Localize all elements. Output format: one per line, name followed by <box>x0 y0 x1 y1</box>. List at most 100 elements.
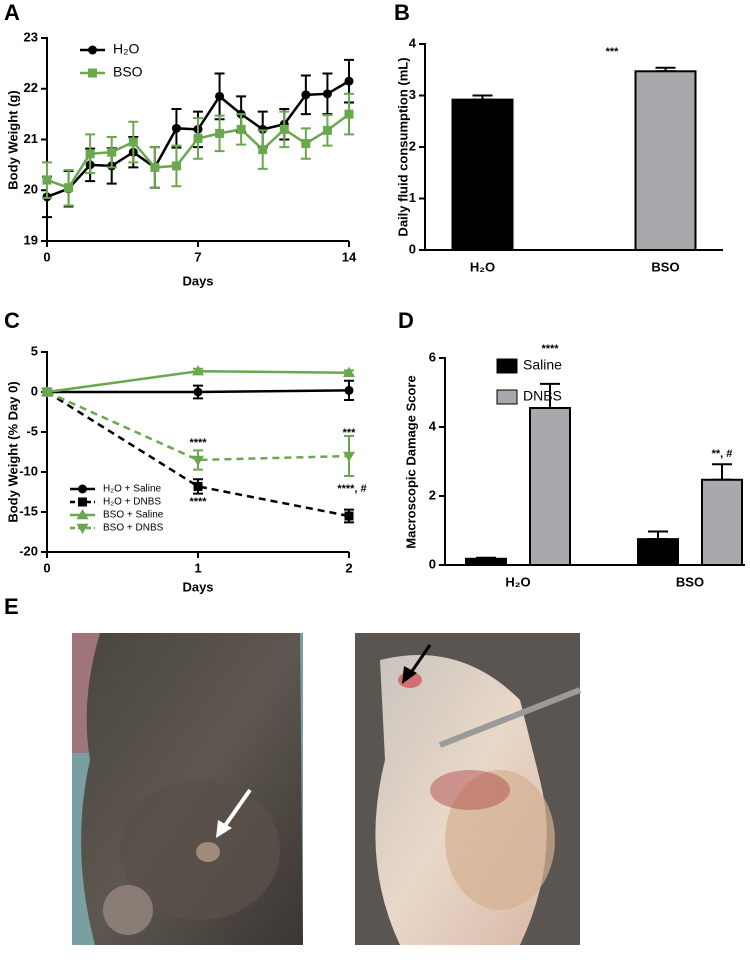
panel-letter: C <box>4 308 20 333</box>
panel-letter: D <box>398 308 414 333</box>
marker <box>215 91 225 101</box>
marker <box>258 124 268 134</box>
marker <box>343 366 355 377</box>
panel-letter: A <box>4 0 20 25</box>
marker <box>107 147 117 157</box>
legend-label: DNBS <box>523 388 562 404</box>
photo-left <box>72 633 303 945</box>
marker <box>41 387 53 398</box>
legend-label: H₂O + DNBS <box>103 497 161 508</box>
marker <box>322 89 332 99</box>
y-tick-label: 0 <box>429 556 436 571</box>
x-axis-label: Days <box>182 579 213 594</box>
x-tick-label: BSO <box>651 259 679 274</box>
y-tick-label: 22 <box>24 80 38 95</box>
marker <box>344 109 354 119</box>
marker <box>64 183 74 193</box>
legend-label: H₂O <box>113 41 140 57</box>
legend-swatch <box>496 389 518 405</box>
y-tick-label: -20 <box>19 543 38 558</box>
y-tick-label: 1 <box>409 190 416 205</box>
y-tick-label: 21 <box>24 131 38 146</box>
y-tick-label: -15 <box>19 503 38 518</box>
legend-label: Saline <box>523 357 562 373</box>
y-axis-label: Daily fluid consumption (mL) <box>395 57 410 236</box>
y-axis-label: Body Weight (% Day 0) <box>5 381 20 522</box>
x-tick-label: H₂O <box>470 259 495 274</box>
marker <box>128 137 138 147</box>
marker <box>344 76 354 86</box>
y-axis-label: Macroscopic Damage Score <box>403 375 418 548</box>
y-tick-label: 4 <box>409 35 417 50</box>
series-line <box>46 390 350 518</box>
error-bar <box>648 530 668 541</box>
y-tick-label: 20 <box>24 182 38 197</box>
x-tick-label: 0 <box>43 560 50 575</box>
bar <box>637 538 679 566</box>
marker <box>344 385 354 395</box>
annotation: *** <box>606 46 620 58</box>
legend-marker <box>88 45 97 55</box>
bar <box>529 407 571 566</box>
legend-label: BSO + Saline <box>103 510 164 521</box>
annotation: **, # <box>712 448 733 460</box>
annotation: **** <box>541 343 559 355</box>
legend-marker <box>76 523 89 534</box>
y-tick-label: -5 <box>26 423 38 438</box>
bar <box>701 478 743 566</box>
y-tick-label: 5 <box>31 343 38 358</box>
marker <box>85 149 95 159</box>
x-tick-label: 0 <box>43 249 50 264</box>
y-tick-label: 19 <box>24 232 38 247</box>
marker <box>193 481 203 491</box>
marker <box>343 451 355 462</box>
legend-marker <box>88 68 97 78</box>
marker <box>171 161 181 171</box>
x-tick-label: BSO <box>676 574 704 589</box>
annotation: *** <box>343 427 357 439</box>
marker <box>344 511 354 521</box>
y-tick-label: 2 <box>429 487 436 502</box>
marker <box>279 124 289 134</box>
y-tick-label: 6 <box>429 349 436 364</box>
annotation: **** <box>189 496 207 508</box>
y-tick-label: 0 <box>409 241 416 256</box>
marker <box>42 175 52 185</box>
y-tick-label: 3 <box>409 87 416 102</box>
marker <box>171 123 181 133</box>
x-tick-label: 1 <box>194 560 201 575</box>
marker <box>193 387 203 397</box>
bar <box>465 557 507 566</box>
y-tick-label: 4 <box>429 418 437 433</box>
marker <box>236 124 246 134</box>
marker <box>215 128 225 138</box>
legend-label: BSO + DNBS <box>103 523 164 534</box>
annotation: **** <box>189 437 207 449</box>
marker <box>193 133 203 143</box>
marker <box>301 90 311 100</box>
x-tick-label: 7 <box>194 249 201 264</box>
y-tick-label: 23 <box>24 29 38 44</box>
y-tick-label: 2 <box>409 138 416 153</box>
y-tick-label: 0 <box>31 383 38 398</box>
annotation: ****, # <box>337 483 366 495</box>
panel-letter: B <box>394 0 410 25</box>
marker <box>150 162 160 172</box>
marker <box>258 145 268 155</box>
x-tick-label: H₂O <box>505 574 530 589</box>
legend-marker <box>78 484 87 494</box>
marker <box>322 125 332 135</box>
x-tick-label: 2 <box>345 560 352 575</box>
marker <box>192 455 204 466</box>
x-axis-label: Days <box>182 273 213 288</box>
legend-label: H₂O + Saline <box>103 484 162 495</box>
bar <box>451 98 514 252</box>
panel-letter: E <box>4 594 19 619</box>
y-axis-label: Body Weight (g) <box>5 90 20 189</box>
marker <box>301 139 311 149</box>
legend-swatch <box>496 358 518 374</box>
legend-marker <box>78 497 87 507</box>
y-tick-label: -10 <box>19 463 38 478</box>
series-line <box>46 390 350 462</box>
